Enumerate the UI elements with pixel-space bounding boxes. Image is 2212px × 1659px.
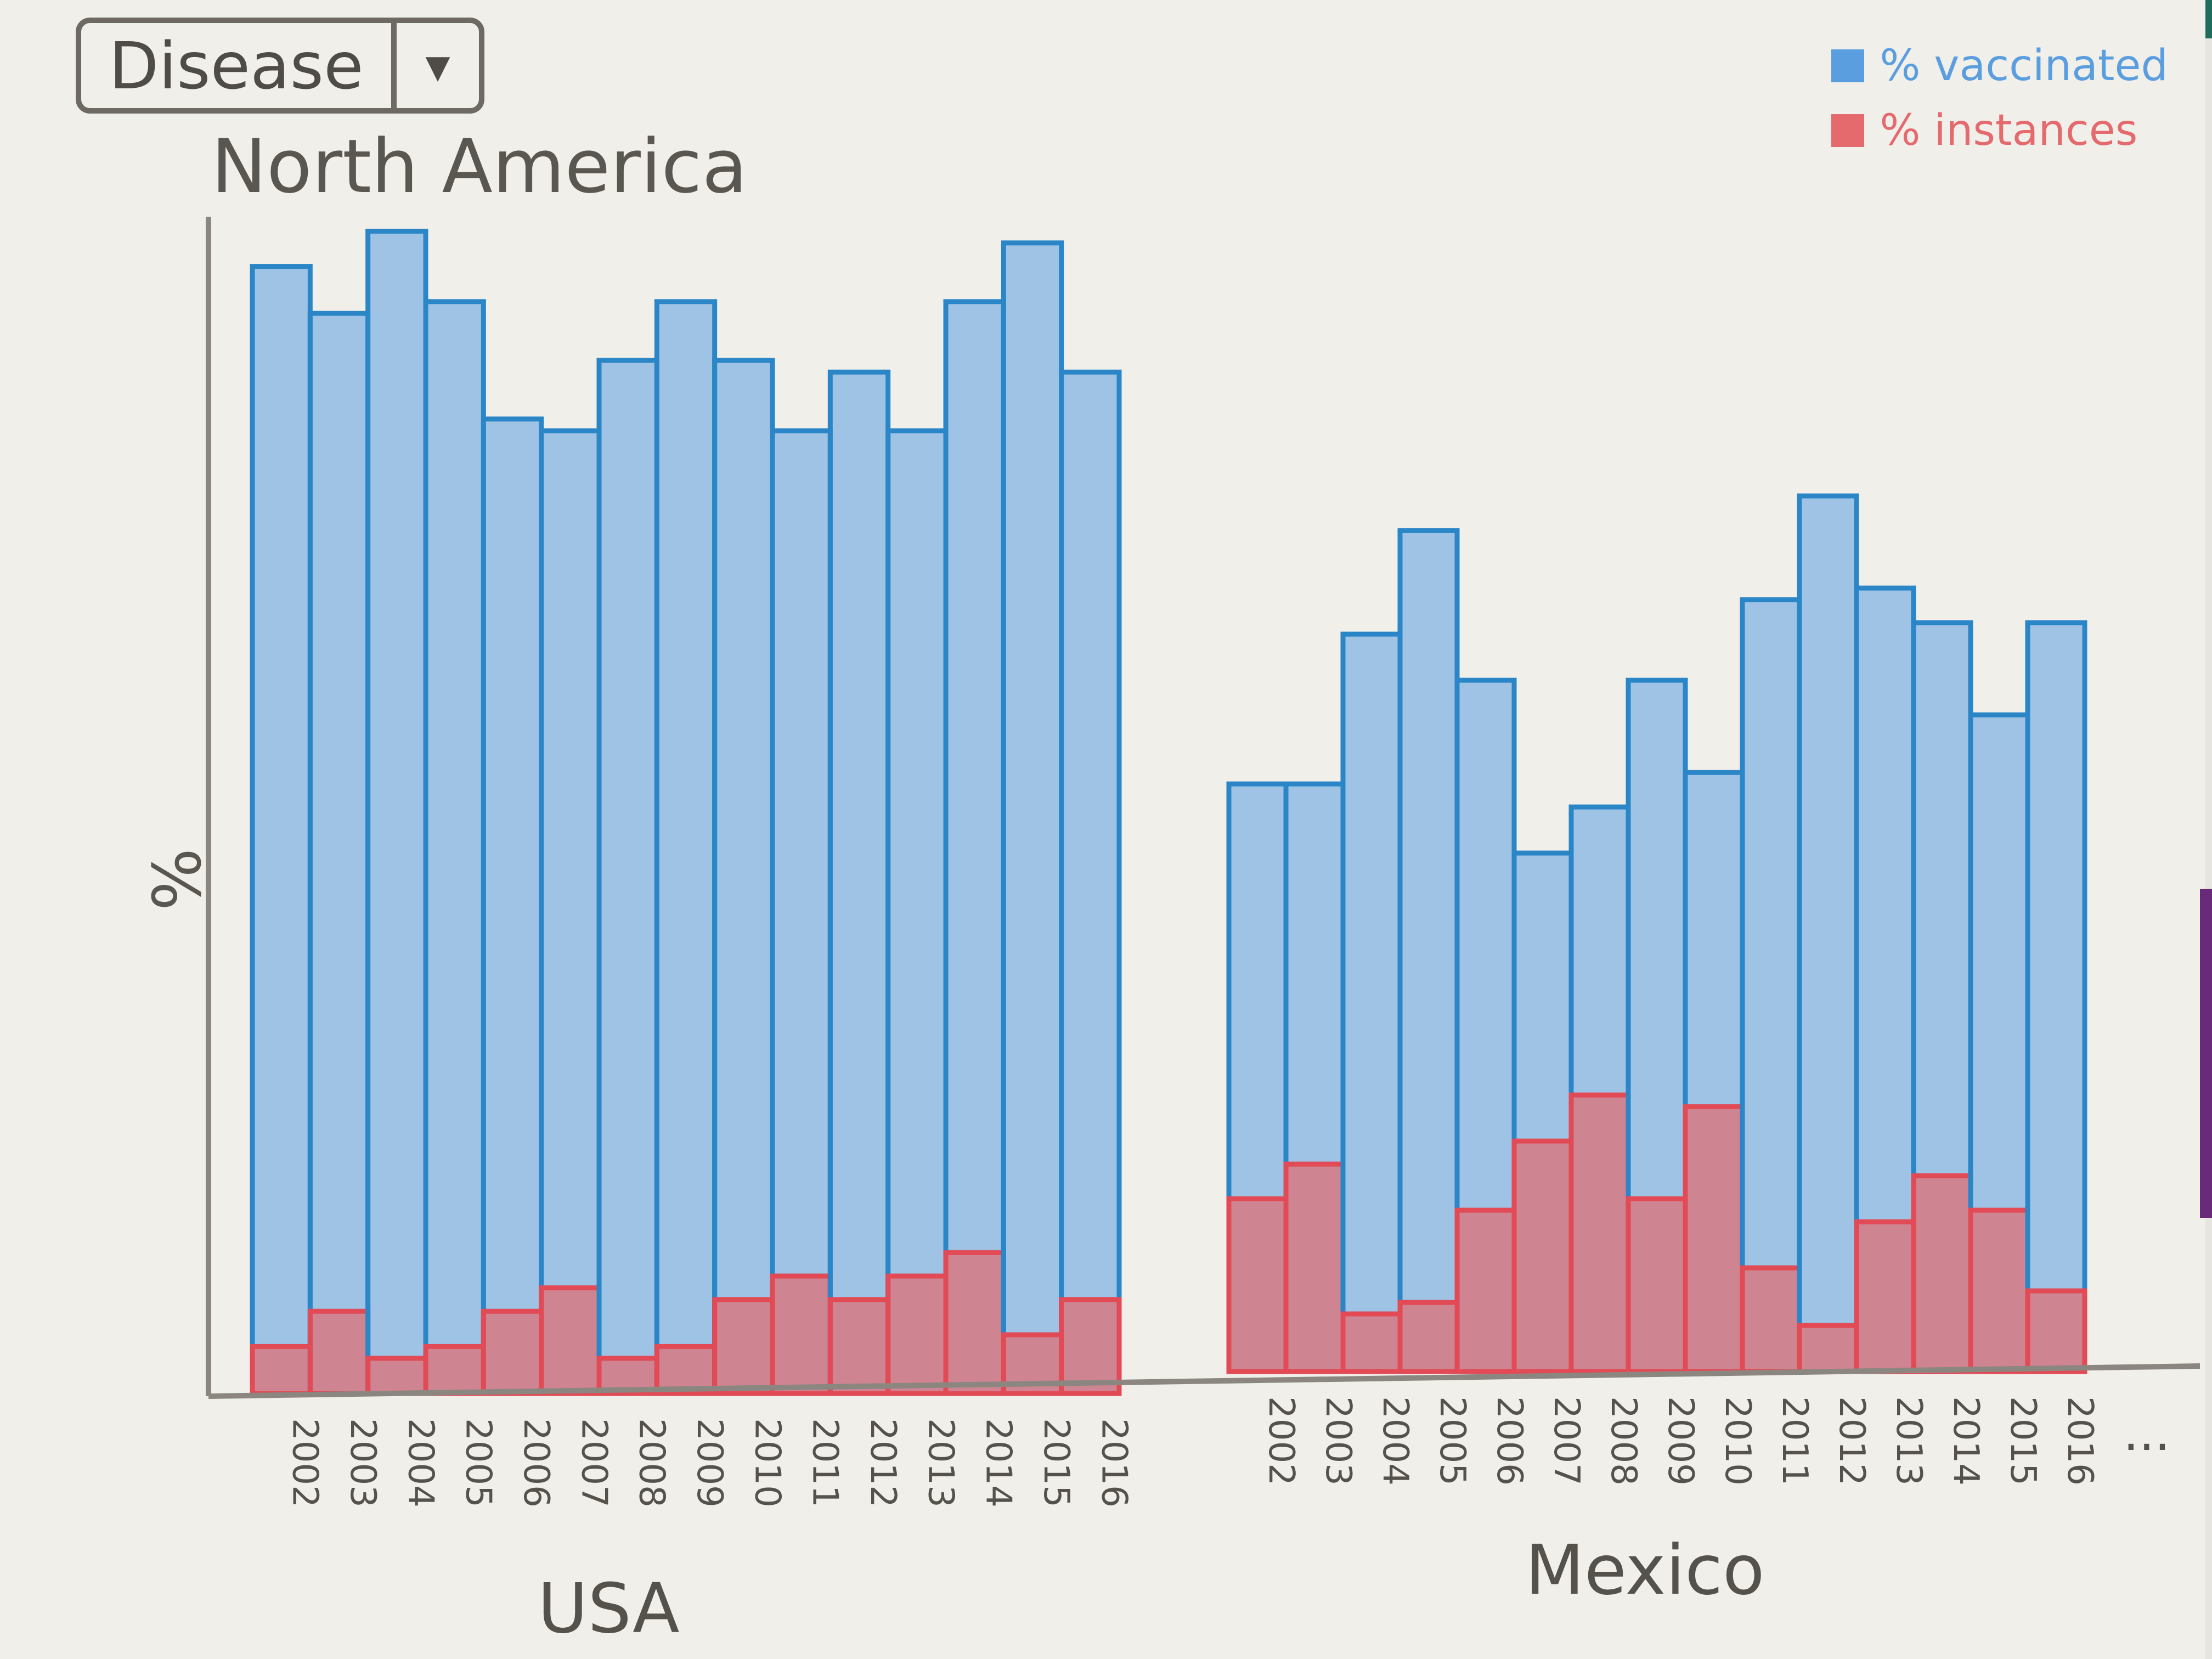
bar-instances-usa-2004 — [365, 1356, 428, 1396]
bar-instances-mexico-2008 — [1568, 1092, 1631, 1374]
tick-label-usa-2010: 2010 — [747, 1418, 787, 1508]
bar-vaccinated-usa-2014 — [943, 299, 1006, 1396]
bar-instances-usa-2010 — [712, 1297, 775, 1396]
group-label-usa: USA — [538, 1569, 680, 1649]
bar-instances-usa-2007 — [539, 1285, 602, 1396]
tick-labels: 2002 2003 2004 2005 2006 2007 2008 2009 2010 2011… — [285, 1396, 2100, 1508]
tick-label-usa-2005: 2005 — [458, 1418, 499, 1508]
tick-label-mexico-2009: 2009 — [1660, 1396, 1701, 1486]
bar-vaccinated-mexico-2012 — [1797, 493, 1859, 1374]
tick-label-mexico-2005: 2005 — [1432, 1396, 1472, 1486]
bar-vaccinated-mexico-2011 — [1740, 597, 1802, 1374]
bar-instances-mexico-2010 — [1683, 1104, 1745, 1374]
tick-label-usa-2014: 2014 — [978, 1418, 1019, 1508]
bar-vaccinated-usa-2003 — [307, 311, 371, 1396]
legend-label-vaccinated: % vaccinated — [1880, 41, 2168, 91]
bar-vaccinated-usa-2005 — [423, 299, 486, 1396]
chart-title: North America — [211, 123, 748, 210]
tick-label-mexico-2013: 2013 — [1888, 1396, 1929, 1486]
bar-instances-usa-2002 — [250, 1344, 313, 1396]
y-axis-label: % — [140, 848, 216, 911]
legend-swatch-instances — [1831, 114, 1865, 147]
bar-vaccinated-usa-2006 — [481, 416, 544, 1396]
tick-label-usa-2016: 2016 — [1093, 1418, 1134, 1508]
tick-label-mexico-2004: 2004 — [1375, 1396, 1415, 1486]
tick-label-mexico-2016: 2016 — [2059, 1396, 2100, 1486]
bar-instances-mexico-2005 — [1397, 1300, 1460, 1374]
tick-label-mexico-2002: 2002 — [1261, 1396, 1301, 1486]
tick-label-usa-2006: 2006 — [516, 1418, 556, 1508]
tick-label-usa-2004: 2004 — [400, 1418, 441, 1508]
more-indicator: ... — [2123, 1404, 2170, 1462]
legend-item-instances: % instances — [1831, 106, 2168, 155]
legend-swatch-vaccinated — [1831, 49, 1865, 82]
tick-label-mexico-2015: 2015 — [2002, 1396, 2043, 1486]
bar-instances-usa-2012 — [827, 1297, 891, 1396]
tick-label-usa-2013: 2013 — [920, 1418, 961, 1508]
bar-instances-usa-2013 — [885, 1273, 949, 1396]
bar-instances-mexico-2009 — [1626, 1196, 1688, 1374]
bar-vaccinated-usa-2010 — [712, 358, 775, 1396]
bar-instances-mexico-2012 — [1797, 1323, 1859, 1374]
bar-vaccinated-mexico-2005 — [1397, 528, 1460, 1374]
tick-label-mexico-2010: 2010 — [1717, 1396, 1758, 1486]
bar-vaccinated-usa-2009 — [654, 299, 718, 1396]
bar-instances-mexico-2013 — [1854, 1219, 1916, 1374]
group-label-mexico: Mexico — [1525, 1531, 1765, 1610]
bar-instances-mexico-2016 — [2025, 1288, 2087, 1374]
tick-label-mexico-2012: 2012 — [1831, 1396, 1872, 1486]
bar-vaccinated-usa-2012 — [827, 369, 891, 1396]
tick-label-mexico-2007: 2007 — [1546, 1396, 1587, 1486]
bar-instances-mexico-2003 — [1283, 1161, 1346, 1374]
bar-vaccinated-usa-2007 — [539, 428, 602, 1396]
legend-label-instances: % instances — [1880, 106, 2138, 155]
bar-vaccinated-usa-2016 — [1059, 369, 1122, 1396]
bar-vaccinated-usa-2008 — [596, 358, 659, 1396]
bar-instances-mexico-2011 — [1740, 1265, 1802, 1374]
bars-layer — [250, 228, 2087, 1396]
bar-instances-usa-2009 — [654, 1344, 718, 1396]
x-axis — [208, 1363, 2200, 1399]
bar-vaccinated-usa-2015 — [1001, 240, 1064, 1396]
bar-vaccinated-usa-2013 — [885, 428, 949, 1396]
bar-instances-usa-2006 — [481, 1308, 544, 1396]
bar-instances-mexico-2002 — [1226, 1196, 1289, 1374]
tick-label-usa-2015: 2015 — [1036, 1418, 1076, 1508]
bar-instances-usa-2014 — [943, 1250, 1006, 1396]
tick-label-mexico-2006: 2006 — [1489, 1396, 1530, 1486]
tick-label-usa-2011: 2011 — [805, 1418, 845, 1508]
bar-instances-usa-2016 — [1059, 1297, 1122, 1396]
tick-label-usa-2012: 2012 — [862, 1418, 903, 1508]
bar-instances-mexico-2004 — [1340, 1311, 1403, 1374]
bar-instances-mexico-2015 — [1968, 1207, 2030, 1374]
bar-vaccinated-mexico-2004 — [1340, 631, 1403, 1374]
bar-vaccinated-mexico-2016 — [2025, 620, 2087, 1374]
dropdown-label: Disease — [109, 27, 364, 104]
bar-instances-usa-2005 — [423, 1344, 486, 1396]
tick-label-usa-2008: 2008 — [631, 1418, 672, 1508]
tick-label-mexico-2003: 2003 — [1318, 1396, 1358, 1486]
bar-instances-usa-2011 — [770, 1273, 833, 1396]
bar-instances-mexico-2007 — [1511, 1138, 1574, 1374]
background-edge — [2200, 889, 2212, 1218]
tick-label-usa-2009: 2009 — [689, 1418, 730, 1508]
tick-label-usa-2007: 2007 — [573, 1418, 614, 1508]
tick-label-usa-2003: 2003 — [342, 1418, 383, 1508]
tick-label-mexico-2011: 2011 — [1774, 1396, 1815, 1486]
bar-instances-mexico-2006 — [1454, 1207, 1517, 1374]
tick-label-mexico-2014: 2014 — [1945, 1396, 1986, 1486]
legend: % vaccinated % instances — [1831, 41, 2168, 171]
bar-instances-mexico-2014 — [1911, 1173, 1973, 1374]
disease-dropdown[interactable]: Disease ▾ — [76, 18, 484, 114]
tick-label-mexico-2008: 2008 — [1603, 1396, 1644, 1486]
chevron-down-icon[interactable]: ▾ — [391, 23, 479, 108]
tick-label-usa-2002: 2002 — [285, 1418, 325, 1508]
bar-vaccinated-usa-2004 — [365, 228, 428, 1396]
legend-item-vaccinated: % vaccinated — [1831, 41, 2168, 91]
bar-instances-usa-2003 — [307, 1308, 371, 1396]
bar-vaccinated-usa-2011 — [770, 428, 833, 1396]
bar-vaccinated-usa-2002 — [250, 264, 313, 1396]
